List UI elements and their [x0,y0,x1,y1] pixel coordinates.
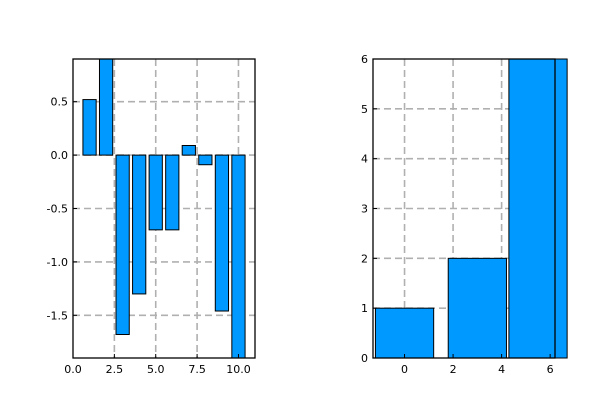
left-y-tick-label: 0.0 [51,149,69,162]
right-x-tick-label: 0 [401,363,408,376]
right-y-tick-label: 4 [361,153,368,166]
left-bar-6 [165,154,180,231]
left-y-tick-label: -1.5 [47,309,68,322]
left-y-tick-label: 0.5 [51,96,69,109]
left-bar-8 [198,154,213,166]
right-bar-1 [374,307,435,359]
left-x-tick-label: 2.5 [106,363,124,376]
left-x-tick-label: 7.5 [188,363,206,376]
left-bar-7 [181,144,196,156]
left-x-tick-label: 0.0 [64,363,82,376]
left-bar-1 [82,99,97,156]
left-y-tick-label: -0.5 [47,203,68,216]
right-y-tick-label: 2 [361,252,368,265]
right-y-tick-label: 5 [361,103,368,116]
left-x-tick-label: 10.0 [226,363,251,376]
right-x-tick-label: 6 [547,363,554,376]
left-y-tick-label: -1.0 [47,256,68,269]
left-bar-5 [148,154,163,231]
right-x-tick-label: 2 [450,363,457,376]
left-x-tick-label: 5.0 [147,363,165,376]
left-bar-4 [132,154,147,295]
right-y-tick-label: 6 [361,53,368,66]
right-y-tick-label: 0 [361,352,368,365]
left-bar-2 [98,58,114,156]
left-bar-chart: 0.0 2.5 5.0 7.5 10.0 0.5 0.0 -0.5 -1.0 -1.5 [47,58,256,376]
left-bar-10 [231,154,246,359]
right-bar-3 [508,58,568,359]
left-bar-3 [115,154,130,336]
right-y-tick-label: 1 [361,302,368,315]
right-y-tick-label: 3 [361,203,368,216]
right-x-tick-label: 4 [498,363,505,376]
right-bar-2 [447,257,507,359]
left-bar-9 [214,154,230,312]
right-bar-chart: 0 2 4 6 0 1 2 3 4 5 6 [361,53,568,376]
